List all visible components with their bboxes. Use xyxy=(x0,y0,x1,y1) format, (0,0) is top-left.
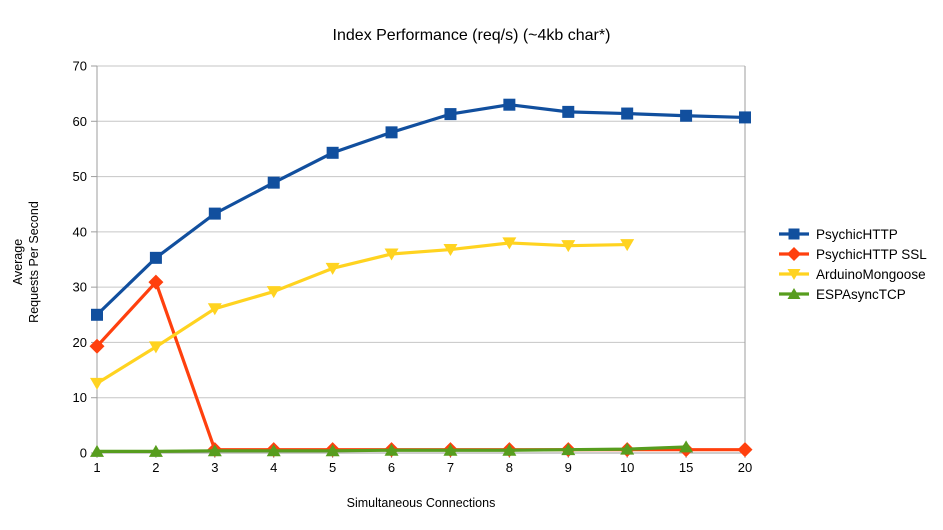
data-point-marker-PsychicHTTP xyxy=(149,251,162,264)
data-point-marker-ArduinoMongoose xyxy=(384,248,399,261)
x-tick-label: 6 xyxy=(388,460,395,475)
data-point-marker-ArduinoMongoose xyxy=(266,286,281,299)
x-axis-title: Simultaneous Connections xyxy=(346,496,496,510)
data-point-marker-PsychicHTTP xyxy=(91,308,103,321)
legend-item-ArduinoMongoose: ArduinoMongoose xyxy=(778,264,927,284)
y-axis-title-line2: Requests Per Second xyxy=(27,201,41,323)
x-tick-label: 9 xyxy=(565,460,572,475)
data-point-marker-ESPAsyncTCP xyxy=(679,440,694,453)
x-tick-label: 2 xyxy=(152,460,159,475)
x-tick-label: 3 xyxy=(211,460,218,475)
x-tick-label: 1 xyxy=(93,460,100,475)
data-point-marker-ESPAsyncTCP xyxy=(266,444,281,457)
data-point-marker-PsychicHTTP xyxy=(680,109,693,122)
legend-item-ESPAsyncTCP: ESPAsyncTCP xyxy=(778,284,927,304)
data-point-marker-ESPAsyncTCP xyxy=(502,443,517,456)
legend-item-PsychicHTTP-SSL: PsychicHTTP SSL xyxy=(778,244,927,264)
legend-label: PsychicHTTP SSL xyxy=(816,246,927,262)
legend-label: ESPAsyncTCP xyxy=(816,286,906,302)
data-point-marker-PsychicHTTP-SSL xyxy=(89,338,105,354)
legend-label: ArduinoMongoose xyxy=(816,266,926,282)
x-tick-label: 7 xyxy=(447,460,454,475)
data-point-marker-ArduinoMongoose xyxy=(207,303,222,316)
y-tick-label: 40 xyxy=(73,224,87,239)
data-point-marker-ESPAsyncTCP xyxy=(90,444,104,457)
data-point-marker-ArduinoMongoose xyxy=(502,237,517,250)
data-point-marker-ESPAsyncTCP xyxy=(620,442,635,455)
data-point-marker-ArduinoMongoose xyxy=(148,341,163,354)
data-point-marker-PsychicHTTP xyxy=(503,98,516,111)
data-point-marker-ESPAsyncTCP xyxy=(207,444,222,457)
data-point-marker-ArduinoMongoose xyxy=(90,377,104,390)
data-point-marker-ArduinoMongoose xyxy=(561,240,576,253)
data-point-marker-ESPAsyncTCP xyxy=(443,443,458,456)
legend-item-PsychicHTTP: PsychicHTTP xyxy=(778,224,927,244)
data-point-marker-PsychicHTTP xyxy=(739,111,751,124)
y-tick-label: 0 xyxy=(80,446,87,461)
data-point-marker-PsychicHTTP xyxy=(444,108,457,121)
data-point-marker-PsychicHTTP xyxy=(326,146,339,159)
y-tick-label: 20 xyxy=(73,335,87,350)
data-point-marker-ArduinoMongoose xyxy=(620,239,635,252)
x-tick-label: 15 xyxy=(679,460,693,475)
series-line-ArduinoMongoose xyxy=(95,241,629,385)
legend-label: PsychicHTTP xyxy=(816,226,898,242)
x-tick-label: 4 xyxy=(270,460,277,475)
data-point-marker-PsychicHTTP xyxy=(267,176,280,189)
legend: PsychicHTTP PsychicHTTP SSL ArduinoMongoos… xyxy=(778,224,927,304)
y-tick-label: 50 xyxy=(73,169,87,184)
data-point-marker-ArduinoMongoose xyxy=(443,244,458,257)
legend-marker-diamond-icon xyxy=(779,247,809,261)
x-tick-label: 10 xyxy=(620,460,634,475)
data-point-marker-PsychicHTTP xyxy=(562,105,575,118)
y-tick-label: 70 xyxy=(73,59,87,74)
series-line-PsychicHTTP xyxy=(95,103,747,317)
data-point-marker-ArduinoMongoose xyxy=(325,262,340,275)
x-tick-label: 8 xyxy=(506,460,513,475)
x-tick-label: 5 xyxy=(329,460,336,475)
y-axis-title-line1: Average xyxy=(11,238,25,286)
data-point-marker-PsychicHTTP xyxy=(385,126,398,139)
data-point-marker-ESPAsyncTCP xyxy=(325,444,340,457)
legend-marker-square-icon xyxy=(779,228,809,240)
legend-marker-triangle-down-icon xyxy=(779,269,809,280)
y-axis-title: Average Requests Per Second xyxy=(10,162,44,362)
y-tick-label: 30 xyxy=(73,280,87,295)
y-tick-label: 60 xyxy=(73,114,87,129)
x-tick-label: 20 xyxy=(738,460,752,475)
data-point-marker-PsychicHTTP-SSL xyxy=(737,442,753,458)
data-point-marker-ESPAsyncTCP xyxy=(384,443,399,456)
data-point-marker-ESPAsyncTCP xyxy=(148,444,163,457)
data-point-marker-ESPAsyncTCP xyxy=(561,443,576,456)
y-tick-label: 10 xyxy=(73,390,87,405)
data-point-marker-PsychicHTTP xyxy=(621,107,634,120)
data-point-marker-PsychicHTTP-SSL xyxy=(148,274,164,290)
legend-marker-triangle-up-icon xyxy=(779,288,809,299)
series-line-PsychicHTTP-SSL xyxy=(95,280,747,452)
data-point-marker-PsychicHTTP xyxy=(208,207,221,220)
chart-title: Index Performance (req/s) (~4kb char*) xyxy=(332,27,611,44)
